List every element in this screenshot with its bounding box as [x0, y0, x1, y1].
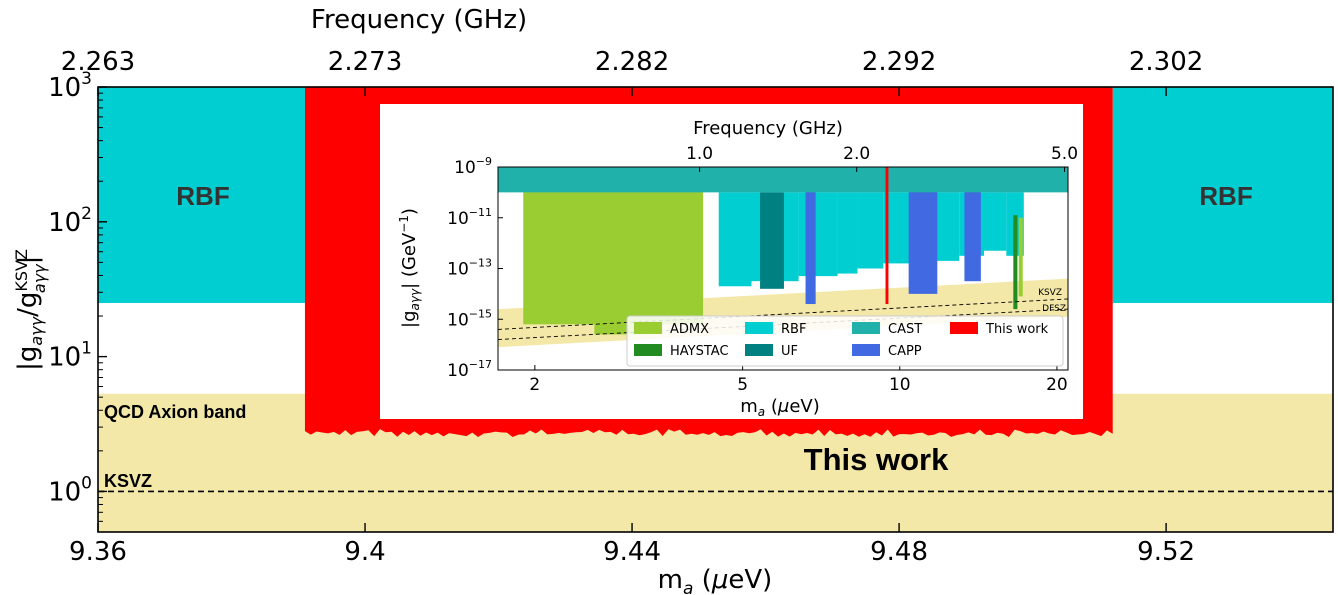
main-x-tick-label: 9.4 [344, 537, 385, 567]
main-top-tick-label: 2.302 [1129, 47, 1203, 77]
inset-uf-region [760, 192, 784, 289]
inset-this-work-region [885, 167, 889, 305]
inset-top-tick-label: 2.0 [843, 144, 870, 164]
inset-x-axis-label: ma (μeV) [740, 396, 820, 419]
legend-label: UF [781, 344, 798, 359]
legend-swatch [852, 322, 880, 334]
inset-haystac-region [1013, 215, 1018, 310]
inset-top-tick-label: 5.0 [1051, 144, 1078, 164]
main-top-axis-label: Frequency (GHz) [311, 5, 527, 35]
legend-label: RBF [781, 322, 806, 337]
legend-label: CAPP [888, 344, 922, 359]
main-top-tick-label: 2.282 [595, 47, 669, 77]
main-x-tick-label: 9.36 [69, 537, 127, 567]
legend-swatch [634, 322, 662, 334]
inset-y-tick-label: 10−15 [447, 307, 492, 330]
inset-top-axis-label: Frequency (GHz) [693, 118, 843, 139]
main-ticks: 9.36 9.4 9.44 9.48 9.52 2.263 2.273 2.282 2.292 2… [48, 47, 1203, 567]
inset-x-tick-label: 2 [529, 375, 540, 395]
legend-label: CAST [888, 322, 922, 337]
inset-legend: ADMX RBF CAST This work HAYSTAC UF CAPP [626, 315, 1064, 367]
rbf-region-left [98, 87, 305, 303]
qcd-band-annotation: QCD Axion band [104, 402, 246, 422]
inset-plot: KSVZ DFSZ [498, 167, 1068, 348]
main-x-tick-label: 9.44 [603, 537, 661, 567]
inset-x-tick-label: 10 [889, 375, 911, 395]
inset-ticks: 2 5 10 20 1.0 2.0 5.0 10−9 10−11 10−13 10−15 10−17 [447, 144, 1078, 395]
rbf-left-annotation: RBF [176, 181, 229, 211]
legend-swatch [745, 344, 773, 356]
this-work-annotation: This work [804, 442, 949, 477]
inset-rbf-region [718, 192, 752, 287]
inset-rbf-region [798, 192, 838, 277]
inset-top-tick-label: 1.0 [686, 144, 713, 164]
inset-admx-region [1018, 217, 1023, 297]
legend-label: This work [985, 322, 1049, 337]
main-y-tick-label: 101 [48, 339, 92, 373]
main-plot-frame [97, 86, 1334, 533]
rbf-region-right [1112, 87, 1333, 303]
inset-rbf-region [984, 192, 1007, 251]
inset-y-tick-label: 10−11 [447, 206, 492, 229]
legend-label: ADMX [670, 322, 709, 337]
legend-label: HAYSTAC [670, 344, 729, 359]
main-y-tick-label: 103 [48, 69, 92, 103]
inset-capp-region [805, 167, 816, 305]
main-x-axis-label: ma (μeV) [658, 565, 773, 595]
inset-x-tick-label: 5 [737, 375, 748, 395]
inset-cast-region [498, 167, 1068, 193]
main-top-tick-label: 2.292 [862, 47, 936, 77]
legend-swatch [634, 344, 662, 356]
main-x-tick-label: 9.52 [1137, 537, 1195, 567]
inset-y-tick-label: 10−9 [454, 155, 492, 178]
main-top-tick-label: 2.263 [61, 47, 135, 77]
inset-x-tick-label: 20 [1046, 375, 1068, 395]
inset-y-tick-label: 10−17 [447, 358, 492, 381]
inset-dfsz-label: DFSZ [1042, 304, 1066, 314]
ksvz-annotation: KSVZ [104, 471, 152, 491]
inset-admx-region [523, 184, 704, 325]
inset-capp-region [964, 167, 981, 282]
legend-swatch [745, 322, 773, 334]
inset-ksvz-label: KSVZ [1038, 288, 1062, 298]
inset-rbf-region [857, 192, 884, 269]
legend-swatch [852, 344, 880, 356]
main-top-tick-label: 2.273 [328, 47, 402, 77]
rbf-right-annotation: RBF [1199, 181, 1252, 211]
legend-swatch [950, 322, 978, 334]
main-y-tick-label: 102 [48, 204, 92, 238]
inset-y-tick-label: 10−13 [447, 257, 492, 280]
inset-rbf-region [837, 192, 858, 274]
main-y-axis-label: |gaγγ/gKSVZaγγ| [12, 249, 49, 371]
main-y-tick-label: 100 [48, 473, 92, 507]
main-x-tick-label: 9.48 [870, 537, 928, 567]
